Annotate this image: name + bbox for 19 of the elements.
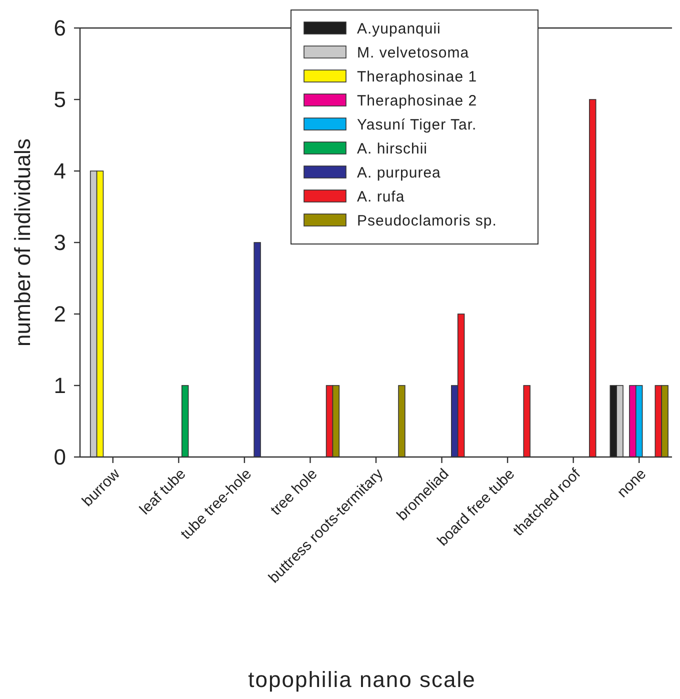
y-tick-label: 3 [54, 230, 66, 256]
legend-label: A.yupanquii [357, 20, 441, 38]
y-tick-label: 2 [54, 302, 66, 327]
y-axis-title: number of individuals [10, 138, 35, 346]
legend-label: A. rufa [357, 188, 405, 206]
y-tick-label: 0 [54, 444, 66, 470]
legend-label: A. purpurea [357, 164, 442, 182]
legend-label: Yasuní Tiger Tar. [357, 116, 477, 134]
legend-label: Theraphosinae 2 [357, 92, 478, 110]
x-axis-title: topophilia nano scale [248, 667, 476, 692]
y-tick-label: 5 [54, 87, 66, 112]
legend-label: M. velvetosoma [357, 44, 470, 62]
y-tick-label: 1 [54, 373, 66, 398]
y-tick-label: 4 [54, 158, 66, 184]
legend-label: A. hirschii [357, 140, 428, 158]
legend-label: Pseudoclamoris sp. [357, 212, 497, 230]
y-tick-label: 6 [54, 16, 66, 41]
x-tick-label: leaf tube [136, 466, 190, 518]
legend-label: Theraphosinae 1 [357, 68, 478, 86]
